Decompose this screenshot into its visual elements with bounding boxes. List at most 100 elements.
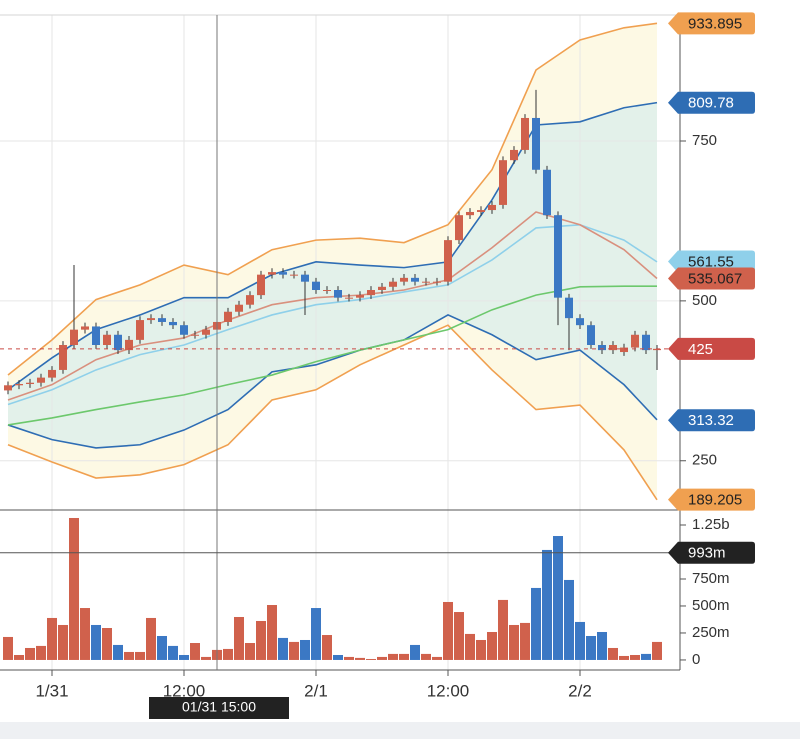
- volume-bar: [267, 605, 277, 660]
- volume-bar: [146, 617, 156, 660]
- volume-bar: [333, 654, 343, 660]
- candle-body: [37, 377, 45, 383]
- band-fills: [8, 23, 657, 500]
- candle-body: [356, 295, 364, 298]
- candle-body: [279, 272, 287, 275]
- price-tag-box: [668, 250, 755, 273]
- volume-bar: [355, 657, 365, 660]
- price-tag-box: [668, 409, 755, 432]
- candle-body: [642, 334, 650, 351]
- y-tick-label: 500: [692, 292, 717, 309]
- candle-body: [620, 347, 628, 353]
- volume-bar: [91, 624, 101, 660]
- price-tag-box: [668, 488, 755, 511]
- axes: 250 500 750 0 250m 500m 750m 1.25b 1/31 12:00 2/1 1…: [0, 14, 730, 700]
- price-tag-box: [668, 91, 755, 114]
- candle-body: [180, 325, 188, 335]
- x-tick-label: 12:00: [163, 681, 206, 700]
- candle-body: [59, 345, 67, 370]
- candles: [3, 89, 662, 660]
- candle-body: [378, 286, 386, 290]
- candle-body: [147, 318, 155, 321]
- price-tag-label: 189.205: [688, 492, 742, 509]
- volume-bar: [256, 620, 266, 660]
- volume-tick-label: 500m: [692, 597, 730, 614]
- candle-body: [257, 274, 265, 296]
- candle-body: [389, 281, 397, 287]
- candle-body: [631, 334, 639, 348]
- volume-bar: [113, 644, 123, 660]
- candle-body: [488, 204, 496, 211]
- candle-body: [400, 277, 408, 282]
- price-tag-box: [668, 337, 755, 360]
- volume-bar: [410, 644, 420, 660]
- candle-body: [125, 339, 133, 351]
- x-tick-label: 12:00: [427, 681, 470, 700]
- volume-bar: [278, 637, 288, 660]
- candle-body: [70, 329, 78, 345]
- volume-bar: [322, 635, 332, 660]
- price-tag-box: [668, 12, 755, 35]
- crosshair-time-box: [149, 697, 289, 719]
- candle-body: [521, 117, 529, 150]
- volume-tick-label: 0: [692, 651, 700, 668]
- candle-body: [455, 215, 463, 241]
- price-tag-label: 933.895: [688, 15, 742, 32]
- candle-body: [510, 149, 518, 161]
- volume-bar: [630, 654, 640, 660]
- footer-band: [0, 722, 800, 739]
- volume-bar: [388, 653, 398, 660]
- volume-bar: [597, 631, 607, 660]
- volume-bar: [47, 617, 57, 660]
- candle-body: [103, 334, 111, 345]
- volume-bar: [531, 587, 541, 660]
- candle-body: [609, 345, 617, 351]
- price-tag-label: 561.55: [688, 253, 734, 270]
- overlay-line: [7, 101, 658, 391]
- x-tick-label: 2/2: [568, 681, 592, 700]
- candle-body: [323, 290, 331, 291]
- candle-body: [334, 290, 342, 298]
- volume-bar: [377, 656, 387, 660]
- candle-body: [444, 240, 452, 282]
- volume-bar: [399, 653, 409, 660]
- candle-body: [367, 290, 375, 296]
- candle-body: [158, 318, 166, 322]
- candle-body: [202, 329, 210, 335]
- volume-bar: [14, 654, 24, 660]
- volume-tick-label: 750m: [692, 570, 730, 587]
- y-tick-label: 750: [692, 132, 717, 149]
- candle-body: [268, 272, 276, 275]
- volume-bar: [432, 656, 442, 660]
- candle-body: [433, 281, 441, 283]
- band-fill: [8, 102, 657, 448]
- volume-bar: [487, 631, 497, 660]
- volume-bar: [586, 635, 596, 660]
- candle-body: [290, 274, 298, 276]
- volume-bar: [542, 549, 552, 660]
- candle-body: [532, 117, 540, 170]
- overlay-line: [7, 22, 658, 376]
- candle-body: [92, 326, 100, 345]
- volume-bar: [564, 579, 574, 660]
- volume-bar: [344, 656, 354, 660]
- candle-body: [81, 326, 89, 330]
- candle-body: [411, 277, 419, 282]
- volume-tick-label: 250m: [692, 624, 730, 641]
- price-tag-label: 425: [688, 341, 713, 358]
- volume-bar: [157, 635, 167, 660]
- candle-body: [224, 311, 232, 322]
- volume-bar: [25, 647, 35, 660]
- candle-body: [169, 321, 177, 326]
- volume-tick-label: 1.25b: [692, 516, 730, 533]
- candle-body: [587, 325, 595, 345]
- candle-body: [4, 385, 12, 391]
- candle-body: [48, 369, 56, 378]
- price-tag-label: 313.32: [688, 412, 734, 429]
- volume-bar: [201, 656, 211, 660]
- volume-crosshair-tag-box: [668, 541, 755, 564]
- volume-bar: [289, 641, 299, 660]
- candle-body: [565, 297, 573, 319]
- volume-bar: [245, 643, 255, 660]
